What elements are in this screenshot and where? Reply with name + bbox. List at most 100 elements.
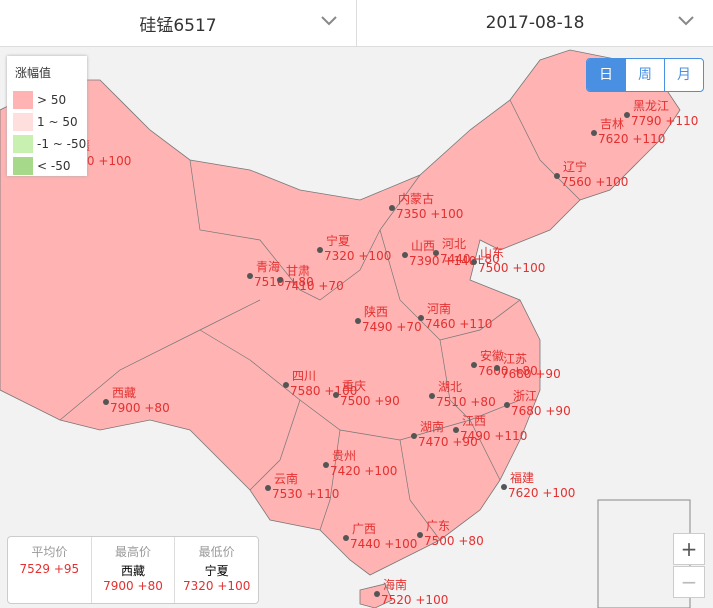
province-name: 广西 xyxy=(352,522,376,536)
province-dot xyxy=(501,484,507,490)
chevron xyxy=(321,16,337,26)
province-price: 7500 +80 xyxy=(424,534,484,548)
legend-label: < -50 xyxy=(37,159,71,173)
price: 7900 xyxy=(103,579,134,593)
province-name: 陕西 xyxy=(364,304,388,319)
change: +100 xyxy=(542,486,575,500)
province-price: 7580 +100 xyxy=(290,384,357,398)
price: 7470 xyxy=(418,435,449,449)
price: 7620 xyxy=(508,486,539,500)
price: 7490 xyxy=(362,320,393,334)
price: 7500 xyxy=(424,534,455,548)
legend-item: < -50 xyxy=(7,155,87,177)
product-select[interactable]: 硅锰6517 xyxy=(0,0,356,46)
province-dot xyxy=(374,591,380,597)
change: +100 xyxy=(512,261,545,275)
legend-item: -1 ~ -50 xyxy=(7,133,87,155)
province-dot xyxy=(471,259,477,265)
province-name: 广东 xyxy=(426,519,450,533)
province-name: 海南 xyxy=(383,577,407,592)
stat-label: 平均价 xyxy=(31,545,68,559)
price: 7460 xyxy=(425,317,456,331)
province-price: 7680 +90 xyxy=(501,367,561,381)
price: 7620 xyxy=(598,132,629,146)
price: 7440 xyxy=(440,252,471,266)
province-dot xyxy=(103,399,109,405)
change: +110 xyxy=(665,114,698,128)
price: 7410 xyxy=(284,279,315,293)
change: +110 xyxy=(459,317,492,331)
date: 2017-08-18 xyxy=(485,13,585,33)
province-dot xyxy=(471,362,477,368)
change: +90 xyxy=(452,435,477,449)
change: +100 xyxy=(415,593,448,607)
province-dot xyxy=(389,205,395,211)
stat-value: 7900 +80 xyxy=(92,579,175,593)
change: +90 xyxy=(374,394,399,408)
province-name: 山西 xyxy=(411,239,435,253)
china-region xyxy=(0,49,681,576)
province-name: 江西 xyxy=(462,414,486,428)
province-dot xyxy=(247,273,253,279)
price: 7520 xyxy=(381,593,412,607)
date-select[interactable]: 2017-08-18 xyxy=(356,0,713,46)
zoom-out[interactable]: − xyxy=(673,566,705,598)
change: +100 xyxy=(364,464,397,478)
province-price: 7490 +70 xyxy=(362,320,422,334)
province-dot xyxy=(323,462,329,468)
header: 硅锰6517 2017-08-18 xyxy=(0,0,713,47)
stat-label: 最低价 xyxy=(198,545,235,559)
legend-label: > 50 xyxy=(37,93,67,107)
stat-value: 7320 +100 xyxy=(175,579,258,593)
price: 7900 xyxy=(110,401,141,415)
stat: 最低价 宁夏 7320 +100 xyxy=(174,537,258,603)
province-dot xyxy=(402,252,408,258)
province-name: 贵州 xyxy=(332,449,356,463)
price: 7510 xyxy=(436,395,467,409)
change: +100 xyxy=(358,249,391,263)
period-tab[interactable]: 月 xyxy=(664,59,703,91)
change: +110 xyxy=(494,429,527,443)
change: +95 xyxy=(53,562,80,576)
province-dot xyxy=(453,427,459,433)
province-name: 山东 xyxy=(480,246,504,260)
province-price: 7620 +100 xyxy=(508,486,575,500)
price: 7440 xyxy=(350,537,381,551)
province-price: 7440 +80 xyxy=(440,252,500,266)
zoom-in[interactable]: + xyxy=(673,533,705,565)
province-name: 内蒙古 xyxy=(398,191,434,206)
province-name: 云南 xyxy=(274,471,298,486)
province-dot xyxy=(265,485,271,491)
price: 7680 xyxy=(511,404,542,418)
stat: 平均价 7529 +95 xyxy=(8,537,91,603)
price: 7320 xyxy=(183,579,214,593)
borders xyxy=(59,99,581,541)
period-tab[interactable]: 周 xyxy=(625,59,664,91)
province-name: 河南 xyxy=(427,301,451,316)
province-name: 安徽 xyxy=(480,348,504,363)
price: 7560 xyxy=(561,175,592,189)
change: +140 xyxy=(443,254,476,268)
price: 7350 xyxy=(396,207,427,221)
stat: 最高价 西藏 7900 +80 xyxy=(90,537,175,603)
stat-value: 7529 +95 xyxy=(8,562,91,576)
legend: 涨幅值 > 50 1 ~ 50 -1 ~ -50 < -50 xyxy=(7,56,87,176)
period-tab[interactable]: 日 xyxy=(587,59,625,91)
chevron xyxy=(678,16,694,26)
province-name: 四川 xyxy=(292,369,316,383)
change: +80 xyxy=(512,364,537,378)
province-name: 辽宁 xyxy=(563,159,587,174)
change: +100 xyxy=(217,579,251,593)
legend-swatch xyxy=(13,157,33,175)
stats-box: 平均价 7529 +95 最高价 西藏 7900 +80 最低价 宁夏 7320 +100 xyxy=(7,536,259,604)
province-price: 7510 +80 xyxy=(436,395,496,409)
product: 硅锰6517 xyxy=(139,15,217,36)
province-dot xyxy=(504,402,510,408)
legend-label: -1 ~ -50 xyxy=(37,137,87,151)
price: 7790 xyxy=(631,114,662,128)
price: 7390 xyxy=(409,254,440,268)
change: +70 xyxy=(318,279,343,293)
change: +100 xyxy=(595,175,628,189)
province-name: 河北 xyxy=(442,237,466,251)
province-price: 7350 +100 xyxy=(396,207,463,221)
